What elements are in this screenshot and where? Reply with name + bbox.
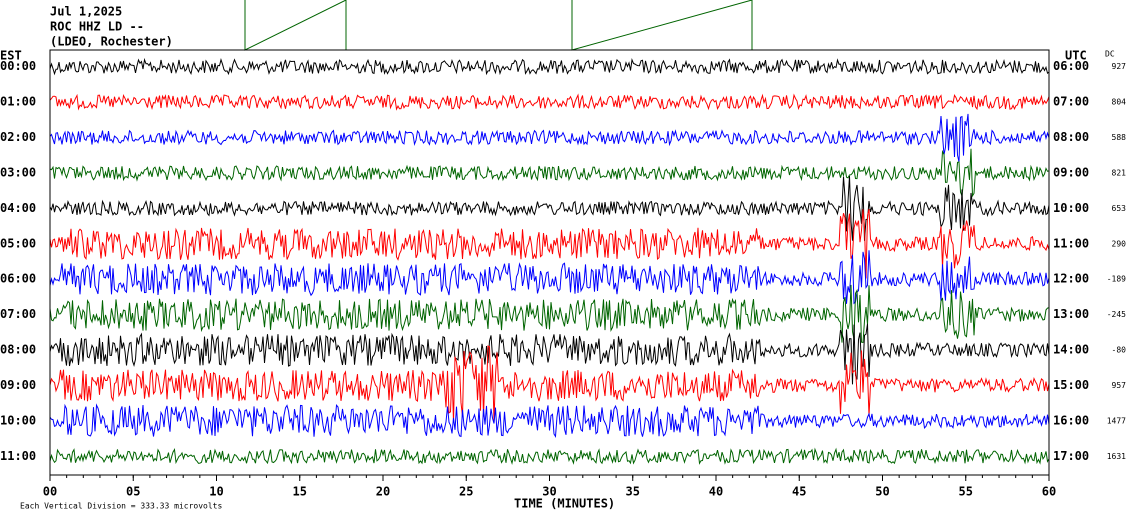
utc-label: 13:00: [1053, 307, 1089, 321]
utc-label: 14:00: [1053, 343, 1089, 357]
est-label: 04:00: [0, 201, 36, 215]
right-label: UTC: [1065, 49, 1087, 63]
x-tick-label: 25: [459, 485, 473, 499]
x-tick-label: 15: [293, 485, 307, 499]
trace: [49, 113, 1050, 163]
est-label: 11:00: [0, 449, 36, 463]
event-markers: [244, 0, 753, 51]
x-tick-label: 50: [875, 485, 889, 499]
trace: [49, 403, 1050, 438]
trace: [49, 323, 1050, 385]
trace: [49, 208, 1050, 279]
utc-label: 07:00: [1053, 95, 1089, 109]
est-label: 10:00: [0, 413, 36, 427]
dc-value: 821: [1112, 168, 1127, 177]
dc-value: 927: [1112, 62, 1127, 71]
dc-label: DC: [1105, 50, 1115, 59]
dc-value: 653: [1112, 204, 1127, 213]
x-axis-title: TIME (MINUTES): [514, 497, 615, 511]
est-label: 05:00: [0, 236, 36, 250]
dc-value: 804: [1112, 98, 1127, 107]
x-tick-label: 20: [376, 485, 390, 499]
dc-value: 1477: [1107, 416, 1126, 425]
left-label: EST: [0, 49, 22, 63]
dc-value: 1631: [1107, 452, 1126, 461]
trace: [49, 250, 1050, 305]
x-tick-label: 30: [542, 485, 556, 499]
x-tick-label: 55: [959, 485, 973, 499]
utc-label: 06:00: [1053, 59, 1089, 73]
trace: [49, 447, 1050, 465]
utc-label: 10:00: [1053, 201, 1089, 215]
x-tick-label: 40: [709, 485, 723, 499]
x-tick-label: 05: [126, 485, 140, 499]
dc-value: 290: [1112, 239, 1127, 248]
x-tick-label: 35: [626, 485, 640, 499]
utc-label: 09:00: [1053, 165, 1089, 179]
trace: [49, 284, 1050, 343]
header-line: ROC HHZ LD --: [50, 20, 144, 34]
trace: [49, 93, 1050, 111]
trace: [49, 148, 1050, 198]
est-label: 03:00: [0, 165, 36, 179]
dc-value: 957: [1112, 381, 1127, 390]
trace: [49, 175, 1050, 241]
utc-label: 08:00: [1053, 130, 1089, 144]
est-label: 00:00: [0, 59, 36, 73]
dc-value: -80: [1112, 346, 1127, 355]
est-label: 09:00: [0, 378, 36, 392]
est-label: 08:00: [0, 343, 36, 357]
utc-label: 12:00: [1053, 272, 1089, 286]
est-label: 02:00: [0, 130, 36, 144]
traces: [49, 57, 1050, 465]
dc-value: 588: [1112, 133, 1127, 142]
header-line: (LDEO, Rochester): [50, 35, 173, 49]
est-label: 01:00: [0, 95, 36, 109]
trace: [49, 57, 1050, 76]
trace: [49, 345, 1050, 423]
est-label: 06:00: [0, 272, 36, 286]
dc-value: -189: [1107, 275, 1126, 284]
x-tick-label: 45: [792, 485, 806, 499]
utc-label: 11:00: [1053, 236, 1089, 250]
footnote: Each Vertical Division = 333.33 microvol…: [20, 502, 222, 511]
header-line: Jul 1,2025: [50, 5, 122, 19]
utc-label: 16:00: [1053, 413, 1089, 427]
dc-value: -245: [1107, 310, 1126, 319]
est-label: 07:00: [0, 307, 36, 321]
x-tick-label: 00: [43, 485, 57, 499]
utc-label: 15:00: [1053, 378, 1089, 392]
x-tick-label: 60: [1042, 485, 1056, 499]
utc-label: 17:00: [1053, 449, 1089, 463]
x-tick-label: 10: [209, 485, 223, 499]
